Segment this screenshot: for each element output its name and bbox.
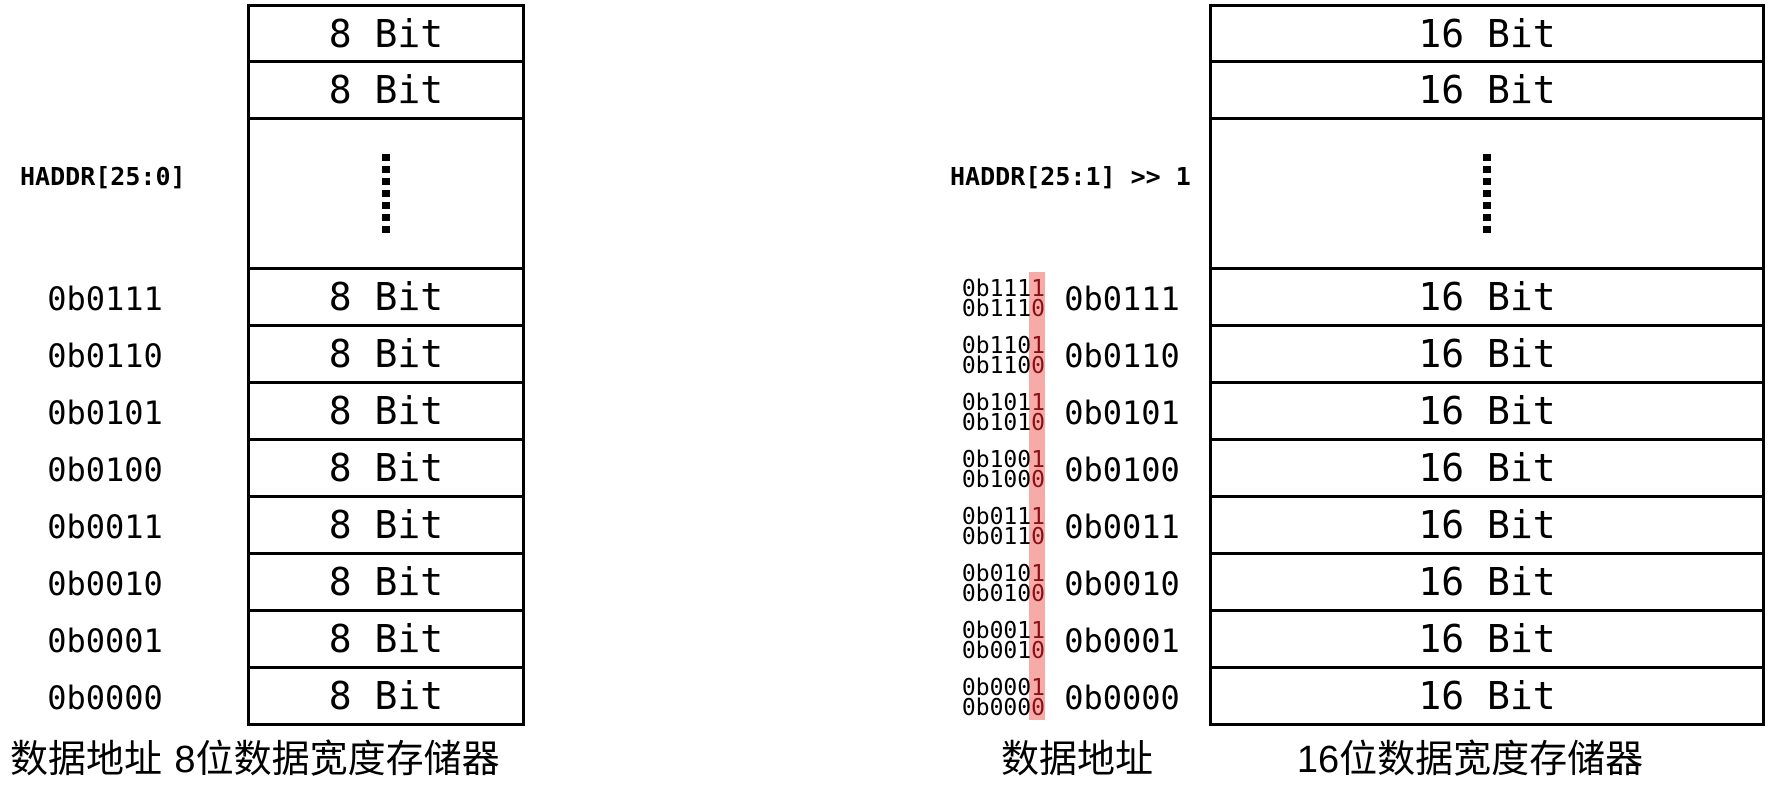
halfword-address-label: 0b0010 [1064,564,1180,603]
memory-table-16bit: 16 Bit 16 Bit 16 Bit 16 Bit 16 Bit 16 Bi… [1209,4,1765,726]
byte-address-low: 0b0100 [961,580,1045,607]
haddr-label-16bit: HADDR[25:1] >> 1 [950,162,1191,191]
memory-table-8bit: 8 Bit 8 Bit 8 Bit 8 Bit 8 Bit 8 Bit 8 Bi… [247,4,525,726]
dropped-bit: 1 [1031,446,1045,473]
byte-address-low: 0b1010 [961,409,1045,436]
memory-cell: 8 Bit [250,63,522,120]
byte-address-high: 0b1011 [961,389,1045,416]
memory-cell: 8 Bit [250,612,522,669]
dropped-bit: 0 [1031,637,1045,664]
byte-address-pair: 0b0101 0b0100 [940,555,1045,612]
memory-cell: 16 Bit [1212,441,1762,498]
memory-cell: 16 Bit [1212,327,1762,384]
byte-address-pair: 0b0111 0b0110 [940,498,1045,555]
address-column-caption-left: 数据地址 [9,739,163,781]
byte-address-low: 0b0000 [961,694,1045,721]
memory-cell: 16 Bit [1212,384,1762,441]
memory-cell: 16 Bit [1212,7,1762,63]
ellipsis-region [250,120,522,270]
dropped-bit: 0 [1031,580,1045,607]
address-label: 0b0010 [47,564,163,603]
memory-cell: 8 Bit [250,498,522,555]
address-label: 0b0001 [47,621,163,660]
halfword-address-label: 0b0111 [1064,279,1180,318]
memory-cell: 16 Bit [1212,612,1762,669]
address-label: 0b0101 [47,393,163,432]
memory-cell: 8 Bit [250,441,522,498]
dropped-bit-highlight-strip [1029,272,1045,720]
byte-address-pair: 0b0011 0b0010 [940,612,1045,669]
memory-cell: 16 Bit [1212,555,1762,612]
byte-address-high: 0b1101 [961,332,1045,359]
vertical-ellipsis-icon [1483,153,1491,234]
dropped-bit: 0 [1031,295,1045,322]
halfword-address-label: 0b0101 [1064,393,1180,432]
dropped-bit: 0 [1031,466,1045,493]
byte-address-pair: 0b0001 0b0000 [940,669,1045,726]
vertical-ellipsis-icon [382,153,390,234]
byte-address-high: 0b1111 [961,275,1045,302]
halfword-address-label: 0b0011 [1064,507,1180,546]
memory-cell: 16 Bit [1418,674,1556,718]
address-column-caption-right: 数据地址 [1000,739,1154,781]
memory-cell: 8 Bit [250,7,522,63]
address-label: 0b0111 [47,279,163,318]
byte-address-pair: 0b1111 0b1110 [940,270,1045,327]
memory-cell: 16 Bit [1212,270,1762,327]
memory-caption-16bit: 16位数据宽度存储器 [1296,739,1644,781]
halfword-address-label: 0b0000 [1064,678,1180,717]
byte-address-high: 0b0001 [961,674,1045,701]
address-label: 0b0011 [47,507,163,546]
dropped-bit: 1 [1031,275,1045,302]
memory-cell: 8 Bit [250,555,522,612]
byte-address-pair: 0b1011 0b1010 [940,384,1045,441]
byte-address-high: 0b0011 [961,617,1045,644]
byte-address-pair: 0b1101 0b1100 [940,327,1045,384]
byte-address-high: 0b1001 [961,446,1045,473]
memory-cell: 8 Bit [250,270,522,327]
memory-cell: 16 Bit [1212,63,1762,120]
dropped-bit: 1 [1031,389,1045,416]
byte-address-low: 0b1000 [961,466,1045,493]
address-label: 0b0110 [47,336,163,375]
dropped-bit: 1 [1031,332,1045,359]
halfword-address-label: 0b0100 [1064,450,1180,489]
haddr-label-8bit: HADDR[25:0] [20,162,186,191]
byte-address-low: 0b1110 [961,295,1045,322]
byte-address-low: 0b0010 [961,637,1045,664]
byte-address-low: 0b0110 [961,523,1045,550]
ellipsis-region [1212,120,1762,270]
dropped-bit: 0 [1031,523,1045,550]
dropped-bit: 0 [1031,409,1045,436]
memory-cell: 8 Bit [328,674,444,718]
halfword-address-label: 0b0001 [1064,621,1180,660]
address-label: 0b0000 [47,678,163,717]
byte-address-low: 0b1100 [961,352,1045,379]
byte-address-high: 0b0101 [961,560,1045,587]
dropped-bit: 0 [1031,694,1045,721]
byte-address-pair: 0b1001 0b1000 [940,441,1045,498]
address-label: 0b0100 [47,450,163,489]
dropped-bit: 0 [1031,352,1045,379]
memory-caption-8bit: 8位数据宽度存储器 [174,739,500,781]
memory-cell: 8 Bit [250,384,522,441]
dropped-bit: 1 [1031,503,1045,530]
halfword-address-label: 0b0110 [1064,336,1180,375]
dropped-bit: 1 [1031,617,1045,644]
memory-cell: 16 Bit [1212,498,1762,555]
dropped-bit: 1 [1031,560,1045,587]
dropped-bit: 1 [1031,674,1045,701]
memory-cell: 8 Bit [250,327,522,384]
byte-address-high: 0b0111 [961,503,1045,530]
